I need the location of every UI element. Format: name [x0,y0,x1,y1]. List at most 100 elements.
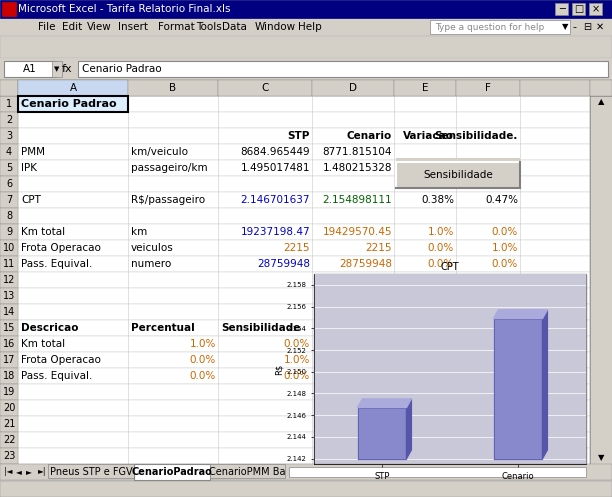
Text: Km total: Km total [21,227,65,237]
Text: km: km [131,227,147,237]
Bar [128,80,218,96]
Text: 1.0%: 1.0% [428,227,454,237]
Text: 12: 12 [3,275,15,285]
Text: C: C [261,83,269,93]
Bar [0,272,18,288]
Bar [590,336,612,352]
Text: 5: 5 [6,163,12,173]
Text: ─: ─ [559,4,565,14]
Text: A1: A1 [23,64,37,74]
Bar [590,432,612,448]
Text: Type a question for help: Type a question for help [435,22,544,31]
Text: Sensibilidade: Sensibilidade [423,170,493,180]
Bar [590,320,612,336]
Bar [18,432,590,448]
Bar [18,192,590,208]
Text: Cenario Padrao: Cenario Padrao [82,64,162,74]
Text: km/veiculo: km/veiculo [131,147,188,157]
Text: 1.0%: 1.0% [190,339,216,349]
Bar [590,256,612,272]
Bar [18,128,590,144]
Bar [18,208,590,224]
Text: Sensibilidade: Sensibilidade [221,323,300,333]
Text: 2215: 2215 [365,243,392,253]
Bar [4,61,56,77]
Text: 20: 20 [3,403,15,413]
Text: 18: 18 [3,371,15,381]
Bar [0,58,612,80]
Text: ▼: ▼ [562,22,569,31]
Text: ►|: ►| [38,468,47,477]
Bar [0,304,18,320]
Bar [18,352,590,368]
Bar [590,144,612,160]
Bar [0,112,18,128]
Text: 8684.965449: 8684.965449 [241,147,310,157]
Text: 11: 11 [3,259,15,269]
Polygon shape [542,310,547,459]
Bar [0,352,18,368]
Text: Km total: Km total [21,339,65,349]
Bar [18,240,590,256]
Text: PMM: PMM [21,147,45,157]
Text: 4: 4 [6,147,12,157]
Text: 7: 7 [6,195,12,205]
Bar [590,352,612,368]
Bar [0,240,18,256]
Bar [590,400,612,416]
Text: IPK: IPK [21,163,37,173]
Text: 21: 21 [3,419,15,429]
Text: fx: fx [62,64,72,74]
Bar [0,416,18,432]
Title: CPT: CPT [441,262,460,272]
Text: 28759948: 28759948 [339,259,392,269]
Bar [590,128,612,144]
Bar [18,224,590,240]
Bar [0,464,612,480]
Bar [0,288,18,304]
Bar [590,288,612,304]
Text: 1.495017481: 1.495017481 [241,163,310,173]
Text: 22: 22 [2,435,15,445]
Text: CPT: CPT [21,195,41,205]
Bar [52,61,62,77]
Bar [555,3,568,15]
Text: ⊟: ⊟ [583,22,591,32]
Text: Variacao: Variacao [403,131,454,141]
Bar [18,448,590,464]
Text: Help: Help [298,22,322,32]
Text: 2215: 2215 [283,243,310,253]
Bar [18,80,128,96]
Bar [0,160,18,176]
Bar [18,336,590,352]
Bar [590,176,612,192]
Bar [0,384,18,400]
Bar [18,160,590,176]
Text: 0.47%: 0.47% [485,195,518,205]
Bar [590,208,612,224]
Text: File: File [38,22,56,32]
Text: 13: 13 [3,291,15,301]
Bar [312,80,394,96]
Text: Data: Data [222,22,247,32]
Text: B: B [170,83,177,93]
Text: 16: 16 [3,339,15,349]
Text: 17: 17 [3,355,15,365]
Bar [18,304,590,320]
Text: Pass. Equival.: Pass. Equival. [21,371,92,381]
Text: 0.0%: 0.0% [190,371,216,381]
Bar [0,481,612,497]
Bar [209,464,285,478]
Text: 23: 23 [3,451,15,461]
Text: 2.146701637: 2.146701637 [241,195,310,205]
Bar [456,80,520,96]
Text: 14: 14 [3,307,15,317]
Text: 28759948: 28759948 [257,259,310,269]
Text: Format: Format [158,22,195,32]
Text: View: View [87,22,112,32]
Text: CenarioPMM Ba: CenarioPMM Ba [209,467,286,477]
Bar [0,400,18,416]
Text: Microsoft Excel - Tarifa Relatorio Final.xls: Microsoft Excel - Tarifa Relatorio Final… [18,4,231,14]
Bar [394,80,456,96]
Bar [48,464,134,478]
